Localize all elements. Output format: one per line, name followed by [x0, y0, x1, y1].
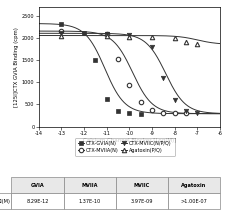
Y-axis label: [125I]CTX GVIA Binding (cpm): [125I]CTX GVIA Binding (cpm): [14, 27, 19, 107]
X-axis label: Calcium Channel Blocker [Log(M)]: Calcium Channel Blocker [Log(M)]: [83, 138, 176, 143]
Legend: CTX-GVIA(N), CTX-MVIIA(N), CTX-MVIIC(N/P/Q), Agatoxin(P/Q): CTX-GVIA(N), CTX-MVIIA(N), CTX-MVIIC(N/P…: [75, 138, 175, 156]
